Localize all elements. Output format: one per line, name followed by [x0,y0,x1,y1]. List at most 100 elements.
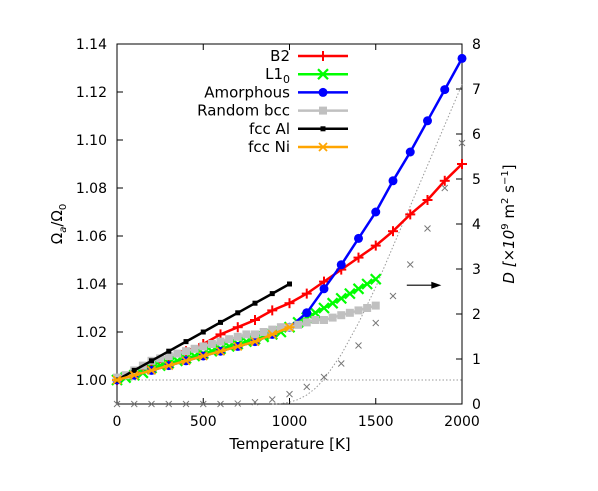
data-point [311,316,320,324]
data-point [318,302,330,314]
data-point [319,106,327,115]
data-point [242,330,251,339]
legend-label: fcc Al [249,120,290,138]
series-layer [111,53,467,408]
data-point-stroke [217,400,224,408]
series-line [116,163,463,382]
data-point [267,329,278,340]
data-point [129,370,140,380]
data-point-stroke [165,400,173,408]
data-point [199,342,208,351]
data-point-stroke [198,351,208,361]
axis-ticks: 0 500 1000 1500 2000 1.00 1.02 1.04 1.06 1.08 1.10… [76,37,481,430]
data-point [335,292,348,305]
data-point [131,367,137,373]
legend-entry: fcc Ni [248,138,348,156]
y-axis-label-right: D [×109 m2 s−1] [500,164,518,283]
data-point [148,400,155,408]
data-point [284,322,295,332]
data-point-stroke [344,287,356,300]
data-point [164,352,173,360]
data-point [328,313,337,322]
data-point-stroke [372,319,380,327]
data-point [354,306,363,315]
data-point [130,400,138,408]
data-point [388,226,398,237]
data-point [166,348,172,354]
data-point [215,346,226,356]
data-point [318,51,328,61]
data-point-stroke [251,398,259,406]
data-point [354,233,363,243]
data-point-stroke [320,373,328,381]
data-point [371,301,380,310]
data-point-stroke [352,283,365,295]
data-point [320,126,326,132]
y-tick-label-left: 1.12 [76,85,107,101]
data-point [183,339,189,345]
legend-entry: L10 [265,65,348,86]
data-point [250,315,260,325]
y-tick-label-left: 1.04 [76,277,107,293]
data-point [182,400,190,408]
y-tick-label-left: 1.14 [76,37,107,53]
data-point [199,400,207,408]
reference-line [272,84,463,405]
data-point-stroke [361,278,373,290]
data-point-stroke [112,375,122,385]
data-point [302,318,311,327]
y-tick-label-right: 5 [472,172,481,188]
data-point [173,349,182,358]
legend-label: B2 [270,47,290,65]
data-point [424,225,431,232]
data-point [458,139,466,147]
data-point [225,335,234,344]
data-point [276,323,285,332]
data-point [369,273,382,285]
data-point [269,291,275,297]
data-point-stroke [267,329,277,340]
data-point [337,311,346,320]
data-point-stroke [130,400,138,408]
legend-entry: Random bcc [197,102,348,120]
data-point-stroke [337,360,345,367]
data-point [303,383,311,391]
data-point-stroke [335,292,348,305]
legend-entry: fcc Al [249,120,348,138]
data-point [267,305,278,316]
data-point [320,373,328,381]
y-tick-label-right: 7 [472,82,481,98]
y-tick-label-left: 1.00 [76,373,107,389]
data-point [217,400,224,408]
data-point [233,332,242,341]
data-point-stroke [326,297,339,309]
data-point [286,390,293,398]
data-point [318,142,328,152]
data-point-stroke [318,302,330,314]
data-point-stroke [233,341,243,352]
data-point [372,319,380,327]
legend-entry: Amorphous [204,83,348,101]
data-point-stroke [441,184,449,192]
data-point [207,340,216,348]
data-point [149,358,154,364]
data-point [146,365,157,376]
data-point-stroke [355,342,362,349]
data-point [423,116,432,126]
data-point-stroke [284,322,295,332]
y-tick-label-right: 4 [472,217,481,233]
y-tick-label-right: 8 [472,37,481,53]
data-point [345,308,354,317]
data-point [344,287,356,300]
y-axis-label-left: Ωa/Ω0 [48,204,69,245]
y-tick-label-right: 6 [472,127,481,143]
data-point-stroke [113,400,121,408]
legend-label: L10 [265,65,290,86]
data-point-stroke [286,390,293,398]
data-point [113,400,121,408]
data-point [218,319,223,325]
data-point [320,316,328,324]
data-point [163,360,174,371]
data-point [371,207,381,217]
data-point-stroke [250,336,260,347]
